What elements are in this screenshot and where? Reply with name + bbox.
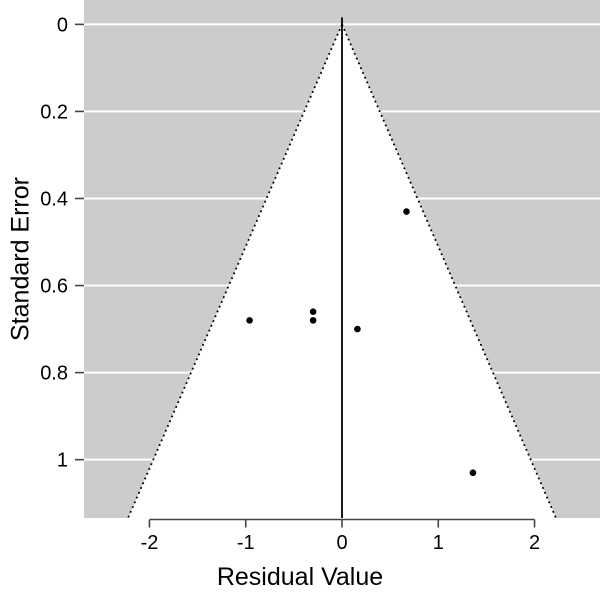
data-point [354, 325, 361, 333]
x-tick-label: 2 [529, 532, 540, 554]
data-point [403, 208, 410, 215]
x-tick-label: -2 [141, 532, 159, 554]
data-point [309, 317, 317, 324]
y-tick-label: 1 [57, 450, 68, 472]
x-tick-label: -1 [237, 532, 255, 554]
funnel-boundary-left [127, 24, 343, 519]
x-tick-label: 1 [433, 532, 444, 554]
y-tick-label: 0.4 [40, 188, 68, 210]
data-point [309, 308, 317, 315]
data-point [469, 469, 477, 477]
y-tick-label: 0.2 [40, 101, 68, 123]
y-tick-label: 0.6 [40, 276, 68, 298]
x-tick-label: 0 [336, 532, 347, 554]
y-tick-label: 0 [57, 14, 68, 36]
x-axis-title: Residual Value [216, 563, 384, 591]
data-point [246, 317, 253, 324]
funnel-boundary-right [341, 24, 557, 519]
y-axis-title: Standard Error [6, 177, 35, 341]
y-tick-label: 0.8 [40, 363, 68, 385]
